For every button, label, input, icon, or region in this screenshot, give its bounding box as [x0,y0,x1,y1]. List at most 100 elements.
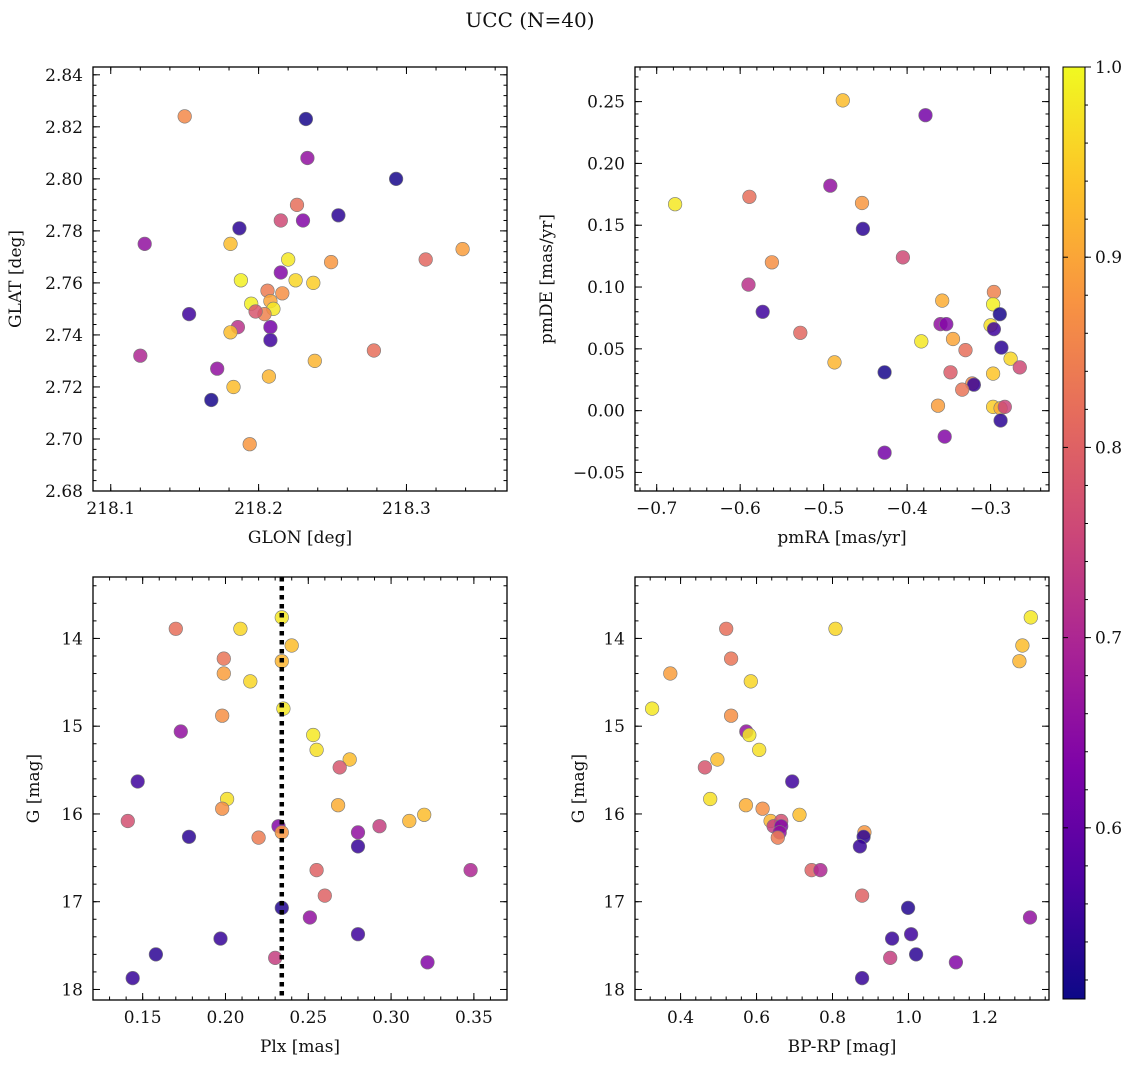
data-point [793,325,808,340]
y-tick-label: 17 [603,893,625,913]
data-point [948,955,964,970]
panel-bprp-g: 0.4 0.6 0.8 1.0 1.2 14 15 16 17 18 BP-RP [mag] G [m… [569,576,1050,1057]
y-tick-label: 2.76 [45,274,83,294]
data-point [288,273,303,288]
data-point [342,752,357,767]
x-tick-label: −0.3 [970,499,1011,519]
x-tick-label: 0.20 [207,1008,245,1028]
data-point [181,829,197,844]
y-tick-label: 2.68 [45,482,83,502]
y-tick-label: 2.82 [45,118,83,138]
data-point [958,343,973,358]
colorbar-tick-label: 0.6 [1095,819,1122,839]
data-point [986,322,1002,337]
data-point [644,701,660,716]
y-tick-label: 0.00 [587,402,625,422]
x-tick-label: 0.25 [289,1008,327,1028]
data-point [741,277,756,292]
data-point [1003,351,1018,366]
data-point [854,970,870,986]
data-point [273,213,288,228]
y-tick-label: 15 [61,717,83,737]
colorbar-tick-label: 0.7 [1095,629,1122,649]
data-point [215,708,230,723]
data-point [667,197,683,212]
data-point [215,801,230,816]
data-point [884,931,900,946]
data-point [930,398,946,413]
y-tick-label: 0.05 [587,340,625,360]
colorbar-tick-label: 0.9 [1095,248,1122,268]
data-point [273,265,288,280]
data-point [284,638,299,653]
data-point [216,651,231,666]
data-point [463,862,478,878]
x-tick-label: 218.1 [86,499,135,519]
x-tick-label: 0.35 [455,1008,493,1028]
data-point [855,221,871,236]
x-tick-label: 218.2 [234,499,283,519]
data-point [752,742,767,758]
data-point [302,910,318,925]
data-point [743,674,758,689]
data-point [455,242,470,257]
y-tick-label: −0.05 [573,463,625,483]
y-tick-label: 15 [603,717,625,737]
data-point [823,178,838,193]
panel-plx-g: 0.15 0.20 0.25 0.30 0.35 14 15 16 17 18 Plx [mas] G… [24,576,508,1057]
data-point [918,108,933,123]
data-point [1012,654,1027,669]
data-point [770,830,785,845]
data-point [937,429,952,444]
colorbar-tick-label: 1.0 [1095,58,1122,78]
x-tick-label: 0.6 [743,1008,770,1028]
data-point [148,947,163,962]
data-point [331,798,346,813]
data-point [307,353,322,369]
data-point [133,348,148,363]
data-point [402,813,417,829]
data-point [233,621,248,636]
data-point [852,839,868,854]
x-axis-label: Plx [mas] [260,1037,340,1057]
data-point [226,379,241,395]
y-tick-label: 0.25 [587,93,625,113]
data-point [182,307,197,322]
data-point [418,252,433,267]
y-tick-label: 18 [61,980,83,1000]
data-point [945,331,961,347]
data-point [663,666,678,681]
y-tick-label: 2.74 [45,326,83,346]
data-point [935,293,950,308]
data-point [985,366,1001,381]
data-point [903,927,919,942]
data-point [263,320,278,335]
plot-frame [634,576,1050,1001]
data-point [828,621,843,636]
data-point [350,825,366,840]
data-point [985,297,1001,312]
data-point [210,361,225,376]
y-axis-label: pmDE [mas/yr] [537,214,557,344]
data-point [813,862,828,878]
y-tick-label: 17 [61,893,83,913]
data-point [248,304,263,319]
y-tick-label: 2.84 [45,66,83,86]
y-tick-label: 16 [603,805,625,825]
panel-glon-glat: 218.1 218.2 218.3 2.68 2.70 2.72 2.74 2.76 2.78 2… [6,66,508,548]
data-point [939,317,954,332]
data-point [1023,610,1038,625]
data-point [232,221,247,236]
data-point [317,888,332,903]
data-point [992,307,1007,322]
data-point [223,236,238,251]
data-point [233,273,248,288]
data-point [755,801,770,816]
x-axis-label: GLON [deg] [248,528,352,548]
data-point [173,724,188,739]
data-point [298,111,314,127]
data-point [251,830,266,845]
data-point [997,399,1012,415]
data-point [389,171,404,186]
